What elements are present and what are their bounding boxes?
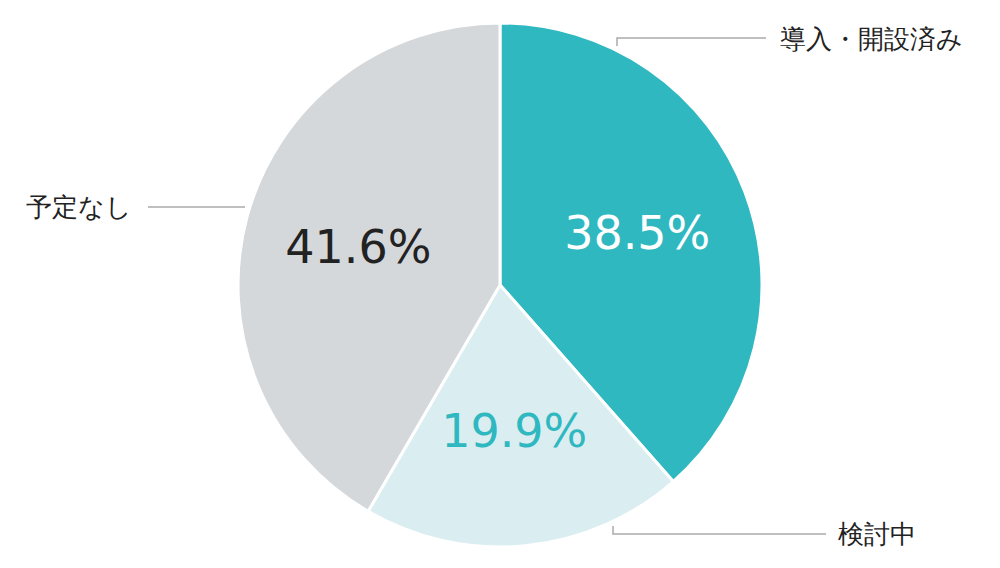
- data-label: 38.5%: [564, 206, 710, 260]
- leader-line: [148, 206, 245, 208]
- leader-line: [613, 526, 826, 534]
- data-label: 41.6%: [285, 220, 431, 274]
- leader-line: [617, 38, 766, 46]
- category-label: 検討中: [838, 519, 916, 549]
- category-label: 予定なし: [26, 192, 132, 222]
- data-label: 19.9%: [441, 404, 587, 458]
- category-label: 導入・開設済み: [780, 24, 963, 54]
- pie-chart: 38.5% 導入・開設済み 19.9% 検討中 41.6% 予定なし: [0, 0, 1000, 568]
- slices: [238, 23, 762, 547]
